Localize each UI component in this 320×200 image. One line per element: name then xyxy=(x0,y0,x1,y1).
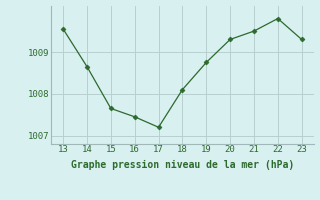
X-axis label: Graphe pression niveau de la mer (hPa): Graphe pression niveau de la mer (hPa) xyxy=(71,160,294,170)
